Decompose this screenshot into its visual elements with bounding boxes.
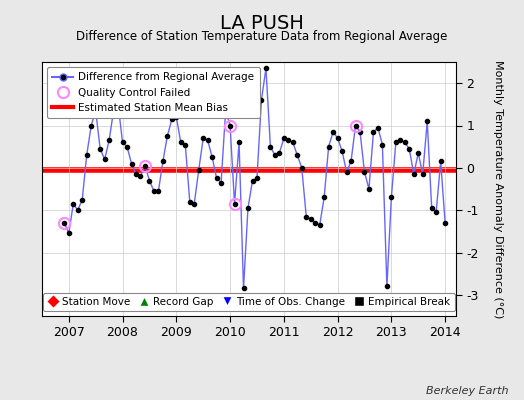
Text: LA PUSH: LA PUSH — [220, 14, 304, 33]
Text: Berkeley Earth: Berkeley Earth — [426, 386, 508, 396]
Legend: Station Move, Record Gap, Time of Obs. Change, Empirical Break: Station Move, Record Gap, Time of Obs. C… — [43, 293, 455, 311]
Y-axis label: Monthly Temperature Anomaly Difference (°C): Monthly Temperature Anomaly Difference (… — [493, 60, 503, 318]
Text: Difference of Station Temperature Data from Regional Average: Difference of Station Temperature Data f… — [77, 30, 447, 43]
